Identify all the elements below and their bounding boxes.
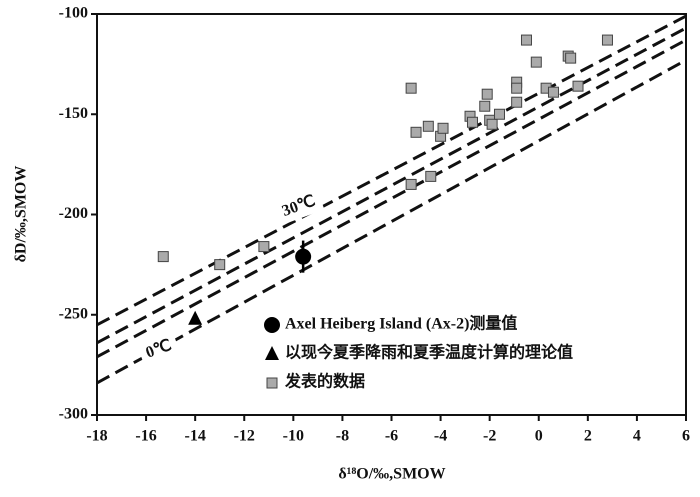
reference-line [96, 14, 687, 327]
legend-label: Axel Heiberg Island (Ax-2)测量值 [285, 314, 517, 333]
legend-label: 以现今夏季降雨和夏季温度计算的理论值 [285, 343, 573, 362]
data-point [214, 259, 226, 271]
data-point [258, 241, 270, 253]
y-axis-label: δD/‰,SMOW [13, 166, 30, 263]
data-point [405, 82, 417, 94]
data-point [486, 118, 498, 130]
data-point [188, 310, 203, 325]
y-tick-label: -100 [59, 5, 88, 22]
data-point [405, 178, 417, 190]
x-tick-label: 2 [584, 428, 592, 445]
label-bg [273, 188, 325, 226]
x-tick-label: -12 [234, 428, 255, 445]
data-point [520, 34, 532, 46]
x-axis-label: δ¹⁸O/‰,SMOW [338, 466, 445, 483]
legend-label: 发表的数据 [284, 372, 365, 391]
data-point [601, 34, 613, 46]
data-point [437, 122, 449, 134]
reference-line [96, 38, 687, 359]
data-point [511, 82, 523, 94]
y-tick-label: -250 [59, 305, 88, 322]
data-point [565, 52, 577, 64]
x-tick-label: -2 [483, 428, 496, 445]
y-tick-label: -150 [59, 105, 88, 122]
data-point [410, 126, 422, 138]
data-point [547, 86, 559, 98]
data-point [466, 116, 478, 128]
label-bg [137, 333, 181, 367]
y-tick-label: -200 [59, 205, 88, 222]
data-point [481, 88, 493, 100]
x-tick-label: 6 [682, 428, 690, 445]
data-point [493, 108, 505, 120]
x-tick-label: -10 [283, 428, 304, 445]
data-point [422, 120, 434, 132]
data-point [572, 80, 584, 92]
data-point [479, 100, 491, 112]
data-point [530, 56, 542, 68]
reference-line [96, 26, 687, 345]
y-tick-label: -300 [59, 406, 88, 423]
x-tick-label: -18 [86, 428, 107, 445]
x-tick-label: -4 [434, 428, 447, 445]
x-tick-label: 0 [535, 428, 543, 445]
legend-marker [265, 346, 279, 360]
data-point [295, 248, 312, 265]
x-tick-label: -14 [185, 428, 206, 445]
x-tick-label: -8 [336, 428, 349, 445]
data-point [425, 170, 437, 182]
data-point [157, 251, 169, 263]
legend-marker [266, 377, 278, 389]
x-tick-label: -6 [385, 428, 398, 445]
data-point [511, 96, 523, 108]
reference-line [96, 58, 687, 385]
x-tick-label: -16 [135, 428, 156, 445]
legend-marker [264, 317, 280, 333]
x-tick-label: 4 [633, 428, 641, 445]
